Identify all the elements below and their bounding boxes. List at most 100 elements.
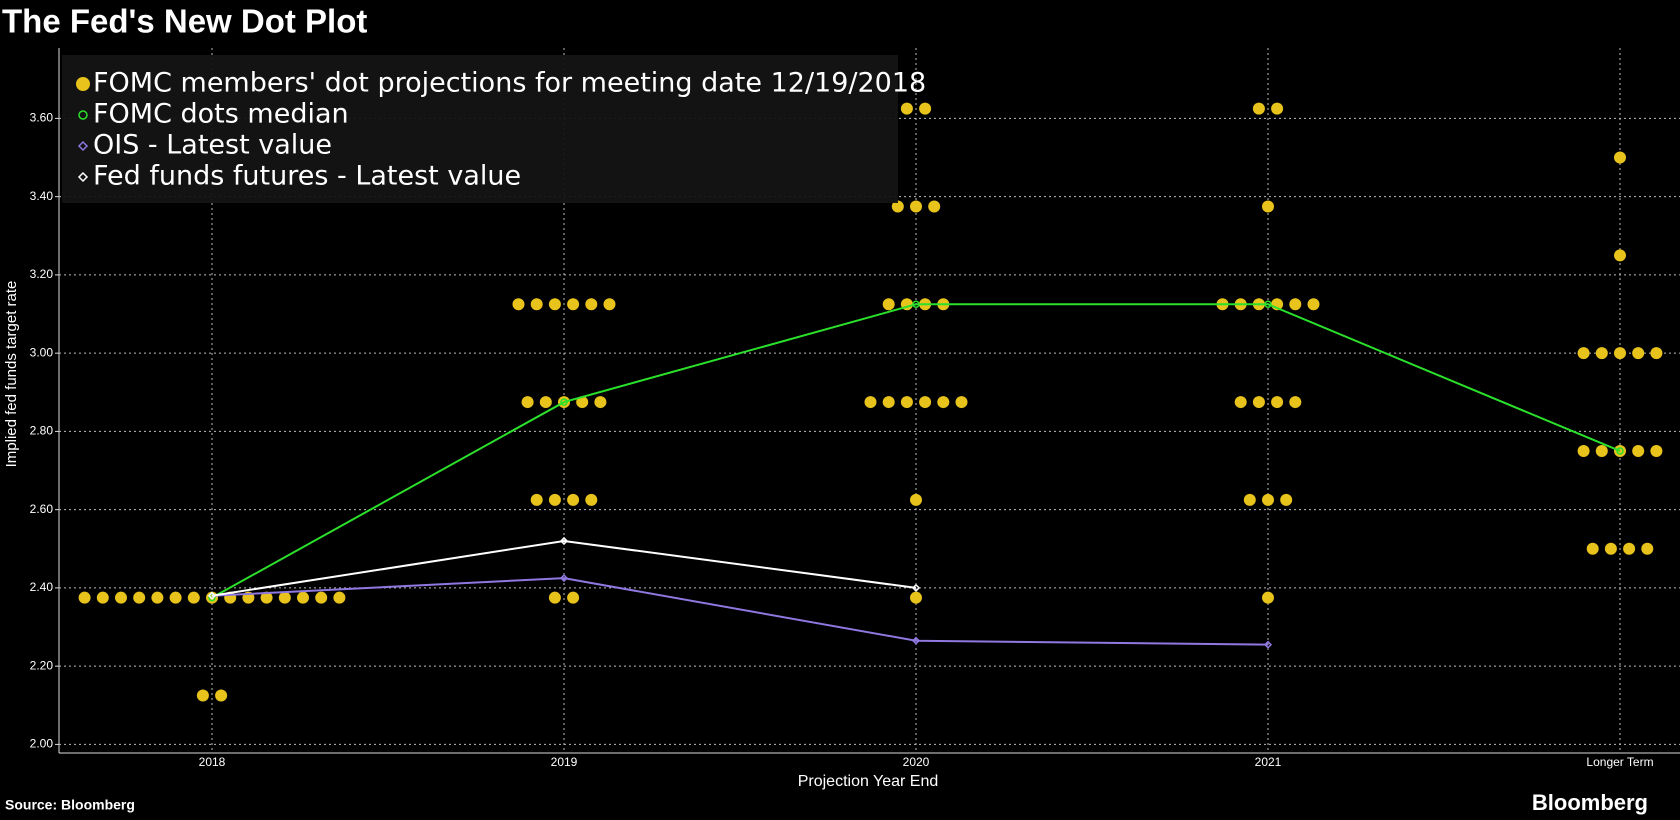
fomc-dot — [297, 591, 309, 604]
fomc-dot — [919, 102, 932, 115]
legend-box — [62, 55, 898, 203]
fomc-dot — [1604, 542, 1617, 555]
series-line — [211, 539, 917, 597]
fomc-dot — [96, 591, 109, 604]
fomc-dot — [333, 591, 346, 604]
legend-label: Fed funds futures - Latest value — [93, 161, 521, 192]
fomc-dot — [1623, 542, 1636, 555]
fomc-dot — [567, 591, 580, 604]
fomc-dot — [115, 591, 127, 604]
line-marker — [559, 536, 569, 546]
legend-label: FOMC members' dot projections for meetin… — [93, 68, 926, 99]
fomc-dot — [548, 591, 561, 604]
fomc-dot — [1632, 444, 1645, 457]
fomc-dot — [1262, 200, 1274, 213]
y-tick-label: 3.20 — [30, 267, 54, 281]
fomc-dot — [1243, 493, 1256, 506]
fomc-dot — [910, 591, 922, 604]
legend-symbol — [76, 77, 90, 91]
fomc-dot — [521, 396, 534, 409]
fomc-dot — [1586, 542, 1599, 555]
line-marker — [1263, 640, 1273, 649]
fomc-dot — [187, 591, 200, 604]
fomc-dot — [530, 298, 543, 311]
fomc-dot — [548, 493, 561, 506]
y-tick-label: 2.80 — [30, 424, 54, 438]
line-marker — [559, 574, 569, 583]
line-marker — [1264, 300, 1272, 309]
legend-label: FOMC dots median — [93, 99, 349, 130]
fomc-dot — [151, 591, 164, 604]
fomc-dot — [1577, 444, 1590, 457]
chart-title: The Fed's New Dot Plot — [2, 3, 367, 40]
x-tick-label: 2021 — [1255, 755, 1282, 769]
fomc-dot — [260, 591, 273, 604]
legend-symbol — [77, 171, 89, 183]
fomc-dot — [1650, 347, 1663, 360]
y-tick-label: 3.40 — [30, 189, 54, 203]
source: Source: Bloomberg — [5, 797, 135, 813]
fomc-dot — [1234, 396, 1247, 409]
fomc-dot — [1595, 347, 1608, 360]
line-marker — [912, 300, 920, 309]
x-tick-label: Longer Term — [1586, 755, 1653, 769]
fomc-dot — [955, 396, 968, 409]
fomc-dot — [78, 591, 91, 604]
x-tick-label: 2019 — [551, 755, 578, 769]
fomc-dot — [1577, 347, 1590, 360]
fomc-dot — [133, 591, 146, 604]
fomc-dot — [1650, 444, 1663, 457]
fomc-dot — [1307, 298, 1320, 311]
y-axis-label: Implied fed funds target rate — [3, 281, 20, 468]
x-tick-label: 2018 — [199, 755, 226, 769]
fomc-dot — [1280, 493, 1293, 506]
line-marker — [911, 636, 921, 645]
fomc-dot — [278, 591, 291, 604]
fomc-dot — [1614, 151, 1626, 164]
fomc-dot — [891, 200, 904, 213]
fomc-dot — [1262, 493, 1274, 506]
fomc-dot — [1632, 347, 1645, 360]
fomc-dot — [603, 298, 616, 311]
line-marker — [207, 591, 217, 600]
fomc-dot — [567, 493, 580, 506]
fomc-dot — [594, 396, 607, 409]
fomc-dot — [530, 493, 543, 506]
y-tick-label: 3.00 — [30, 345, 54, 359]
y-tick-label: 2.40 — [30, 580, 54, 594]
fomc-dot — [548, 298, 561, 311]
fomc-dot — [1289, 396, 1302, 409]
fomc-dot — [1614, 347, 1626, 360]
fomc-dot — [196, 689, 209, 702]
fomc-dot — [215, 689, 228, 702]
line-marker — [560, 398, 568, 406]
fomc-dot — [1595, 444, 1608, 457]
fomc-dot — [900, 102, 913, 115]
legend-symbol — [77, 140, 89, 152]
fomc-dot — [169, 591, 182, 604]
fomc-dot — [539, 396, 552, 409]
legend-label: OIS - Latest value — [93, 130, 332, 161]
fomc-dot — [1289, 298, 1302, 311]
fomc-dot — [1271, 396, 1284, 409]
fomc-dot — [1641, 542, 1654, 555]
fomc-dot — [937, 396, 950, 409]
fomc-dot — [567, 298, 580, 311]
y-tick-label: 2.00 — [30, 737, 54, 751]
legend-symbol — [78, 110, 88, 120]
line-marker — [911, 583, 921, 592]
fomc-dot — [1271, 102, 1284, 115]
brand: Bloomberg — [1532, 790, 1648, 815]
fomc-dot — [928, 200, 941, 213]
y-tick-label: 2.20 — [30, 658, 54, 672]
fomc-dot — [919, 396, 932, 409]
fomc-dot — [315, 591, 328, 604]
fomc-dot — [585, 493, 598, 506]
line-marker — [208, 593, 216, 602]
fomc-dot — [1252, 396, 1265, 409]
fomc-dot — [910, 200, 922, 213]
y-tick-label: 3.60 — [30, 111, 54, 125]
fomc-dot — [585, 298, 598, 311]
fomc-dot — [1262, 591, 1274, 604]
